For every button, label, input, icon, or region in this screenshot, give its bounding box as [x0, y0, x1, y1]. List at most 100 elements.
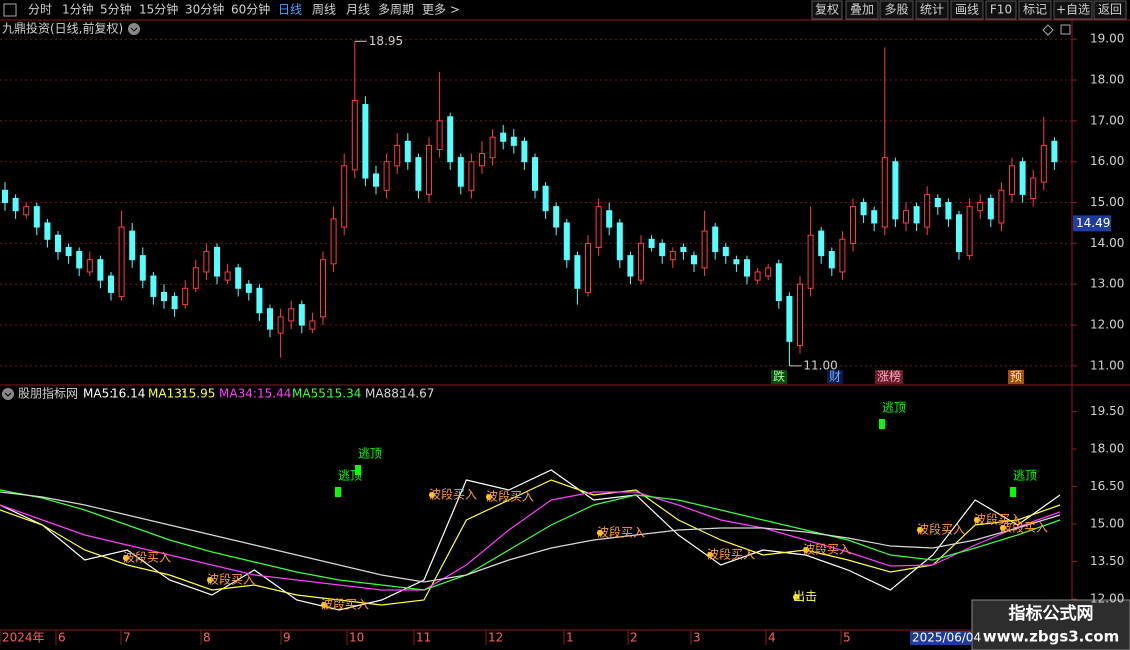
toolbar-item[interactable]: 5分钟 [100, 2, 132, 17]
candle-body [850, 206, 856, 244]
event-badge[interactable] [875, 370, 903, 384]
signal-dot [793, 594, 799, 600]
annotation-label: 18.95 [369, 34, 403, 48]
event-badge[interactable] [827, 370, 843, 384]
candle-body [256, 287, 263, 314]
box-icon[interactable] [1060, 24, 1071, 35]
event-badge[interactable] [1008, 370, 1024, 384]
candle-body [415, 157, 422, 191]
legend-value: 14.67 [400, 387, 434, 401]
date-label: 7 [123, 631, 131, 645]
toolbar-item[interactable]: 日线 [278, 3, 302, 17]
toolbar-item[interactable]: 15分钟 [139, 2, 178, 17]
toolbar-item[interactable]: 月线 [346, 3, 370, 17]
toolbar-item[interactable]: 1分钟 [62, 2, 94, 17]
indicator-dropdown[interactable] [2, 388, 14, 400]
candle-body [574, 255, 581, 289]
toolbar-button-label[interactable]: 返回 [1098, 3, 1122, 17]
candle-body [775, 263, 782, 302]
candle-body [722, 246, 729, 257]
watermark-title: 指标公式网 [1009, 603, 1094, 624]
chevron [130, 27, 138, 32]
candle-body [245, 283, 252, 293]
legend-name: MA88: [365, 387, 403, 401]
legend-name: MA13: [148, 387, 186, 401]
toolbar-button-label[interactable]: +自选 [1056, 3, 1090, 17]
legend-name: MA34: [219, 387, 257, 401]
candle-body [892, 161, 899, 220]
toolbar-button-label[interactable]: 叠加 [850, 3, 874, 17]
toolbar-item[interactable]: 周线 [312, 3, 336, 17]
candle-body [457, 157, 464, 187]
candle-body [744, 259, 750, 277]
signal-label: 波段买入 [321, 597, 369, 612]
candle-body [214, 246, 220, 277]
candle-body [606, 210, 613, 228]
toolbar-button-label[interactable]: 标记 [1023, 3, 1047, 17]
candle-body [987, 197, 994, 220]
toolbar-item[interactable]: 更多 > [422, 3, 460, 17]
event-label[interactable]: 跌 [773, 369, 785, 384]
toolbar-button[interactable] [950, 0, 984, 20]
toolbar-item[interactable]: 60分钟 [231, 2, 270, 17]
toolbar-button[interactable] [1053, 0, 1093, 20]
event-label[interactable]: 财 [829, 370, 841, 384]
event-label[interactable]: 涨榜 [877, 369, 901, 384]
candle-body [44, 222, 51, 240]
annotation-label: 11.00 [803, 358, 837, 372]
candle-body [977, 202, 984, 212]
y-tick-label: 11.00 [1090, 358, 1124, 372]
candle-body [521, 140, 528, 163]
toolbar-item[interactable]: 30分钟 [185, 2, 224, 17]
toolbar-button[interactable] [1018, 0, 1052, 20]
candle-body [828, 251, 835, 269]
candle-body [362, 104, 369, 179]
signal-label: 波段买入 [707, 547, 755, 562]
signal-label: 波段买入 [429, 487, 477, 502]
toolbar-item[interactable]: 多周期 [378, 3, 414, 17]
toolbar-button[interactable] [915, 0, 949, 20]
candle-body [871, 210, 878, 224]
indicator-line [0, 489, 1061, 591]
candle-body [97, 259, 104, 281]
toolbar-button-label[interactable]: F10 [990, 3, 1012, 17]
candle-body [108, 275, 114, 293]
legend-value: 15.34 [327, 387, 361, 401]
candle-body [65, 246, 72, 257]
diamond-icon[interactable] [1042, 24, 1054, 36]
signal-dot [486, 494, 492, 500]
toolbar-button-label[interactable]: 多股 [884, 3, 908, 17]
title-dropdown[interactable] [128, 23, 140, 35]
candle-body [542, 185, 549, 212]
candle-body [288, 308, 295, 322]
toolbar-button[interactable] [879, 0, 914, 20]
toolbar-button[interactable] [845, 0, 879, 20]
candle-body [924, 193, 931, 228]
legend-value: 15.44 [257, 387, 291, 401]
current-date-label: 2025/06/04 [912, 631, 981, 645]
candle-body [479, 153, 485, 167]
candle-body [203, 251, 210, 273]
event-label[interactable]: 预 [1010, 370, 1022, 384]
toolbar-button[interactable] [985, 0, 1017, 20]
event-badge[interactable] [771, 370, 787, 384]
toolbar-button[interactable] [811, 0, 843, 20]
toolbar-button[interactable] [1093, 0, 1127, 20]
toolbar-button-label[interactable]: 统计 [920, 3, 944, 17]
y-tick-label: 13.50 [1090, 554, 1124, 568]
toolbar-button-label[interactable]: 画线 [955, 3, 979, 17]
candle-body [76, 251, 83, 269]
watermark-url: www.zbgs3.com [983, 628, 1119, 646]
candle-body [447, 116, 454, 163]
candle-body [712, 226, 719, 253]
y-tick-label: 17.00 [1090, 113, 1124, 127]
candle-body [298, 304, 305, 326]
menu-icon[interactable] [3, 3, 17, 17]
date-label: 9 [283, 631, 291, 645]
signal-label: 逃顶 [882, 401, 906, 415]
toolbar-button-label[interactable]: 复权 [815, 3, 839, 17]
candle-body [394, 144, 401, 167]
toolbar-item[interactable]: 分时 [28, 3, 52, 17]
signal-label: 波段买入 [803, 542, 851, 557]
